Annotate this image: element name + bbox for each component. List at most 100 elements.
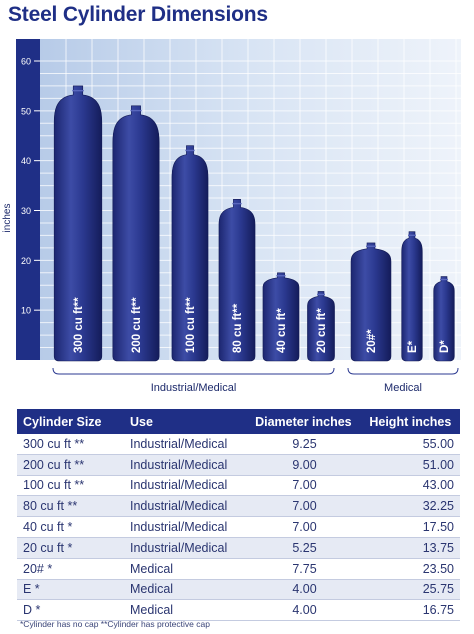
cylinder-shape bbox=[350, 242, 392, 362]
table-cell: 7.00 bbox=[246, 495, 361, 518]
table-cell: Medical bbox=[124, 599, 246, 622]
cylinder-valve-band bbox=[130, 109, 142, 112]
dimensions-table: Cylinder Size Use Diameter inches Height… bbox=[17, 409, 460, 622]
table-cell: Industrial/Medical bbox=[124, 495, 246, 518]
table-cell: 20# * bbox=[17, 558, 124, 580]
table-cell: Industrial/Medical bbox=[124, 516, 246, 538]
cylinder-shape bbox=[112, 105, 160, 362]
cylinder-label: 80 cu ft** bbox=[232, 303, 244, 353]
cylinder-bar: 100 cu ft** bbox=[171, 145, 209, 362]
table-cell: 17.50 bbox=[360, 516, 460, 538]
table-cell: Medical bbox=[124, 558, 246, 580]
table-cell: 51.00 bbox=[360, 454, 460, 476]
cylinder-bar: E* bbox=[401, 231, 423, 362]
cylinder-label: 20#* bbox=[366, 329, 378, 353]
cylinder-valve-band bbox=[440, 278, 448, 281]
table-cell: Industrial/Medical bbox=[124, 475, 246, 497]
y-axis-label: inches bbox=[2, 204, 13, 233]
cylinder-bar: 80 cu ft** bbox=[218, 198, 256, 362]
cylinder-label: 200 cu ft** bbox=[131, 297, 143, 353]
cylinder-valve-band bbox=[185, 149, 195, 152]
table-cell: Industrial/Medical bbox=[124, 454, 246, 476]
table-cell: D * bbox=[17, 599, 124, 622]
cylinder-label: 40 cu ft* bbox=[276, 308, 288, 353]
table-cell: 300 cu ft ** bbox=[17, 434, 124, 455]
table-cell: 16.75 bbox=[360, 599, 460, 622]
cylinder-bar: 200 cu ft** bbox=[112, 105, 160, 362]
cylinder-shape bbox=[401, 231, 423, 362]
cylinder-shape bbox=[433, 276, 455, 362]
y-tick-label: 60 bbox=[21, 57, 31, 67]
y-tick-label: 50 bbox=[21, 106, 31, 116]
cylinder-label: 100 cu ft** bbox=[185, 297, 197, 353]
cylinder-valve-band bbox=[317, 293, 325, 296]
table-cell: 13.75 bbox=[360, 537, 460, 559]
cylinder-shape bbox=[171, 145, 209, 362]
cylinder-bar: D* bbox=[433, 276, 455, 362]
group-bracket bbox=[347, 367, 459, 375]
table-cell: Medical bbox=[124, 579, 246, 601]
table-cell: 5.25 bbox=[246, 537, 361, 559]
cylinder-label: 20 cu ft* bbox=[316, 308, 328, 353]
group-bracket bbox=[52, 367, 335, 375]
table-cell: 32.25 bbox=[360, 495, 460, 518]
cylinder-valve-band bbox=[276, 275, 286, 277]
y-tick-label: 10 bbox=[21, 306, 31, 316]
cylinder-valve-band bbox=[232, 202, 242, 205]
cylinder-bar: 300 cu ft** bbox=[53, 85, 103, 362]
table-row: D * Medical 4.00 16.75 bbox=[17, 599, 460, 622]
table-cell: 20 cu ft * bbox=[17, 537, 124, 559]
y-axis-bar bbox=[16, 39, 40, 360]
cylinder-label: E* bbox=[407, 340, 419, 353]
table-cell: E * bbox=[17, 579, 124, 601]
table-row: 300 cu ft ** Industrial/Medical 9.25 55.00 bbox=[17, 434, 460, 455]
page-title: Steel Cylinder Dimensions bbox=[8, 3, 268, 26]
table-row: E * Medical 4.00 25.75 bbox=[17, 579, 460, 601]
table-cell: Industrial/Medical bbox=[124, 434, 246, 455]
footnote: *Cylinder has no cap **Cylinder has prot… bbox=[20, 619, 210, 629]
table-cell: 7.75 bbox=[246, 558, 361, 580]
header-height: Height inches bbox=[360, 409, 460, 434]
cylinder-valve-band bbox=[72, 89, 84, 92]
y-tick-label: 30 bbox=[21, 206, 31, 216]
table-cell: 7.00 bbox=[246, 516, 361, 538]
table-cell: 200 cu ft ** bbox=[17, 454, 124, 476]
table-cell: 55.00 bbox=[360, 434, 460, 455]
cylinder-shape bbox=[262, 272, 300, 362]
cylinder-shape bbox=[307, 291, 335, 362]
group-label: Medical bbox=[384, 382, 422, 394]
table-cell: 43.00 bbox=[360, 475, 460, 497]
table-cell: 4.00 bbox=[246, 599, 361, 622]
table-cell: 7.00 bbox=[246, 475, 361, 497]
table-row: 20 cu ft * Industrial/Medical 5.25 13.75 bbox=[17, 537, 460, 559]
cylinder-label: D* bbox=[439, 340, 451, 353]
header-cylinder-size: Cylinder Size bbox=[17, 409, 124, 434]
cylinder-label: 300 cu ft** bbox=[73, 297, 85, 353]
y-tick-label: 20 bbox=[21, 256, 31, 266]
cylinder-valve-band bbox=[408, 234, 416, 236]
table-row: 20# * Medical 7.75 23.50 bbox=[17, 558, 460, 580]
table-cell: 23.50 bbox=[360, 558, 460, 580]
cylinder-bar: 40 cu ft* bbox=[262, 272, 300, 362]
table-row: 80 cu ft ** Industrial/Medical 7.00 32.25 bbox=[17, 495, 460, 518]
table-cell: 9.00 bbox=[246, 454, 361, 476]
table-header-row: Cylinder Size Use Diameter inches Height… bbox=[17, 409, 460, 434]
table-row: 40 cu ft * Industrial/Medical 7.00 17.50 bbox=[17, 516, 460, 538]
table-cell: 4.00 bbox=[246, 579, 361, 601]
table-cell: 80 cu ft ** bbox=[17, 495, 124, 518]
table-cell: 100 cu ft ** bbox=[17, 475, 124, 497]
cylinder-bar: 20 cu ft* bbox=[307, 291, 335, 362]
table-row: 200 cu ft ** Industrial/Medical 9.00 51.00 bbox=[17, 454, 460, 476]
table-cell: 25.75 bbox=[360, 579, 460, 601]
cylinder-valve-band bbox=[366, 245, 376, 247]
table-cell: Industrial/Medical bbox=[124, 537, 246, 559]
header-use: Use bbox=[124, 409, 246, 434]
cylinder-shape bbox=[53, 85, 103, 362]
y-tick-label: 40 bbox=[21, 156, 31, 166]
header-diameter: Diameter inches bbox=[246, 409, 361, 434]
table-cell: 40 cu ft * bbox=[17, 516, 124, 538]
cylinder-chart: 10 20 30 40 50 60 inches 300 cu ft** 200 cu ft*… bbox=[2, 39, 461, 394]
cylinder-shape bbox=[218, 198, 256, 362]
cylinder-bar: 20#* bbox=[350, 242, 392, 362]
table-cell: 9.25 bbox=[246, 434, 361, 455]
